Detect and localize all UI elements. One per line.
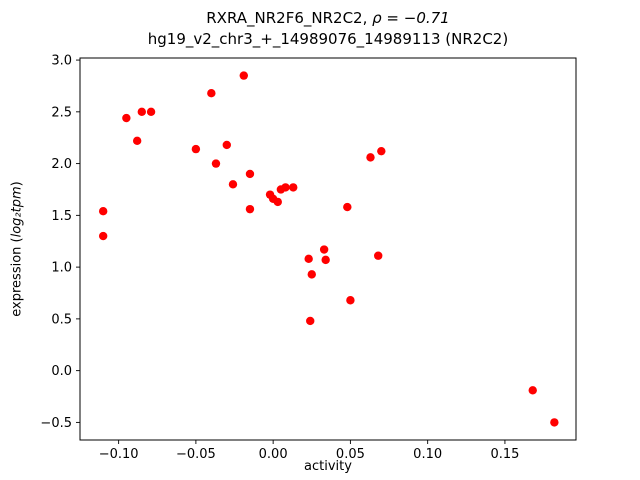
chart-title-line2: hg19_v2_chr3_+_14989076_14989113 (NR2C2) — [147, 30, 509, 48]
chart-title: RXRA_NR2F6_NR2C2, ρ = −0.71 hg19_v2_chr3… — [80, 8, 576, 50]
title-rho-symbol: ρ — [372, 9, 382, 27]
y-tick-label: 2.5 — [51, 105, 72, 120]
data-point — [207, 88, 216, 98]
data-point — [191, 144, 201, 154]
chart-title-line1: RXRA_NR2F6_NR2C2, ρ = −0.71 — [80, 8, 576, 29]
data-point — [528, 386, 537, 395]
x-tick-label: 0.05 — [336, 447, 365, 462]
data-point — [122, 113, 131, 123]
y-axis-label-suffix: ) — [9, 181, 25, 187]
data-point — [281, 183, 290, 192]
title-text: RXRA_NR2F6_NR2C2, — [206, 9, 373, 27]
data-point — [321, 255, 330, 265]
data-point — [137, 107, 147, 117]
data-point — [245, 169, 255, 179]
data-point — [211, 159, 221, 168]
data-point — [228, 180, 238, 189]
data-point — [366, 153, 375, 162]
data-point — [346, 296, 355, 305]
x-tick-label: −0.10 — [99, 447, 139, 462]
x-tick-label: 0.00 — [259, 447, 288, 462]
y-tick-label: 1.5 — [51, 209, 72, 224]
data-point — [289, 183, 298, 192]
x-tick-label: 0.15 — [490, 447, 519, 462]
data-point — [377, 146, 386, 156]
title-correlation-value: = −0.71 — [381, 9, 450, 27]
data-point — [306, 316, 315, 326]
data-point — [132, 136, 142, 146]
data-point — [146, 107, 156, 117]
axes-frame — [79, 57, 577, 441]
data-point — [239, 71, 248, 80]
x-tick-label: −0.05 — [176, 447, 216, 462]
y-tick-label: 2.0 — [51, 157, 72, 172]
x-axis-label: activity — [304, 459, 352, 474]
data-point — [222, 140, 231, 150]
y-tick-label: 1.0 — [51, 261, 72, 276]
y-tick-label: −0.5 — [40, 416, 72, 431]
data-point — [273, 197, 282, 207]
y-axis-label: expression (log₂tpm) — [10, 181, 25, 316]
data-point — [374, 251, 383, 260]
data-point — [304, 254, 313, 264]
data-point — [245, 204, 255, 214]
y-axis-label-math: log₂tpm — [9, 186, 25, 238]
data-point — [307, 270, 316, 279]
data-point — [319, 245, 329, 254]
x-tick-label: 0.10 — [413, 447, 442, 462]
data-point — [98, 231, 108, 241]
data-point — [98, 207, 108, 216]
y-tick-label: 0.5 — [51, 312, 72, 327]
y-tick-label: 0.0 — [51, 364, 72, 379]
data-point — [550, 418, 559, 427]
y-tick-label: 3.0 — [51, 54, 72, 69]
y-axis-label-prefix: expression ( — [9, 237, 25, 317]
data-point — [343, 202, 352, 212]
